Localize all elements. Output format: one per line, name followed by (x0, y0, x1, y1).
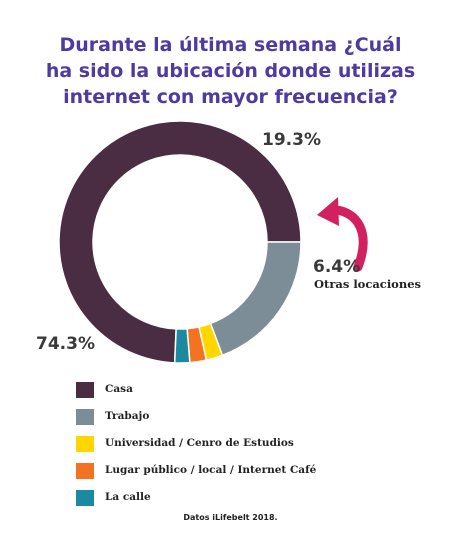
legend-label-trabajo: Trabajo (105, 410, 150, 422)
donut-slice-casa (58, 120, 302, 364)
data-label-casa: 74.3% (36, 334, 95, 354)
legend-swatch-casa (76, 382, 94, 398)
data-label-others: 6.4% (313, 257, 361, 277)
donut-slice-trabajo (209, 241, 302, 357)
legend-label-lugar-publico: Lugar público / local / Internet Café (105, 464, 317, 476)
others-caption: Otras locaciones (314, 277, 422, 291)
donut-slice-la-calle (173, 327, 191, 364)
legend-swatch-universidad (76, 436, 94, 452)
arrow-head-icon (317, 197, 339, 226)
legend-swatch-lugar-publico (76, 463, 94, 479)
legend-swatch-trabajo (76, 409, 94, 425)
legend-label-universidad: Universidad / Cenro de Estudios (105, 437, 294, 449)
legend-swatch-la-calle (76, 490, 94, 506)
source-note: Datos iLifebelt 2018. (183, 513, 278, 522)
chart-title: Durante la última semana ¿Cuál ha sido l… (0, 32, 461, 110)
data-label-trabajo: 19.3% (262, 130, 321, 150)
chart-title-line-3: internet con mayor frecuencia? (63, 86, 398, 108)
donut-slices (58, 120, 302, 364)
legend-label-la-calle: La calle (105, 491, 151, 503)
chart-title-line-1: Durante la última semana ¿Cuál (59, 34, 402, 56)
curved-arrow-icon (331, 205, 368, 272)
legend-label-casa: Casa (105, 383, 133, 395)
chart-title-line-2: ha sido la ubicación donde utilizas (45, 60, 416, 82)
